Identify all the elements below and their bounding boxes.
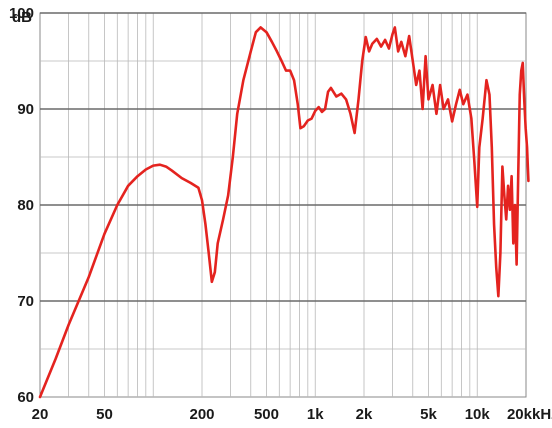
y-tick-label: 70 [17, 293, 34, 310]
x-axis-unit-label: kHz [532, 406, 552, 423]
y-axis-unit-label: dB [12, 9, 32, 26]
x-tick-label: 500 [254, 406, 279, 423]
x-tick-label: 20k [507, 406, 533, 423]
y-tick-label: 100 [9, 5, 34, 22]
y-tick-label: 60 [17, 389, 34, 406]
x-tick-label: 2k [356, 406, 373, 423]
x-tick-label: 50 [96, 406, 113, 423]
y-tick-label: 80 [17, 197, 34, 214]
x-tick-label: 5k [420, 406, 437, 423]
x-tick-label: 20 [32, 406, 49, 423]
x-tick-label: 1k [307, 406, 324, 423]
series-layer [38, 26, 530, 399]
y-tick-label: 90 [17, 101, 34, 118]
series-line-1 [38, 26, 530, 399]
y-tick-labels: 60 70 80 90 100 [9, 5, 34, 406]
x-tick-label: 10k [465, 406, 491, 423]
x-tick-labels: 20 50 200 500 1k 2k 5k 10k 20k [32, 406, 533, 423]
x-tick-label: 200 [189, 406, 214, 423]
